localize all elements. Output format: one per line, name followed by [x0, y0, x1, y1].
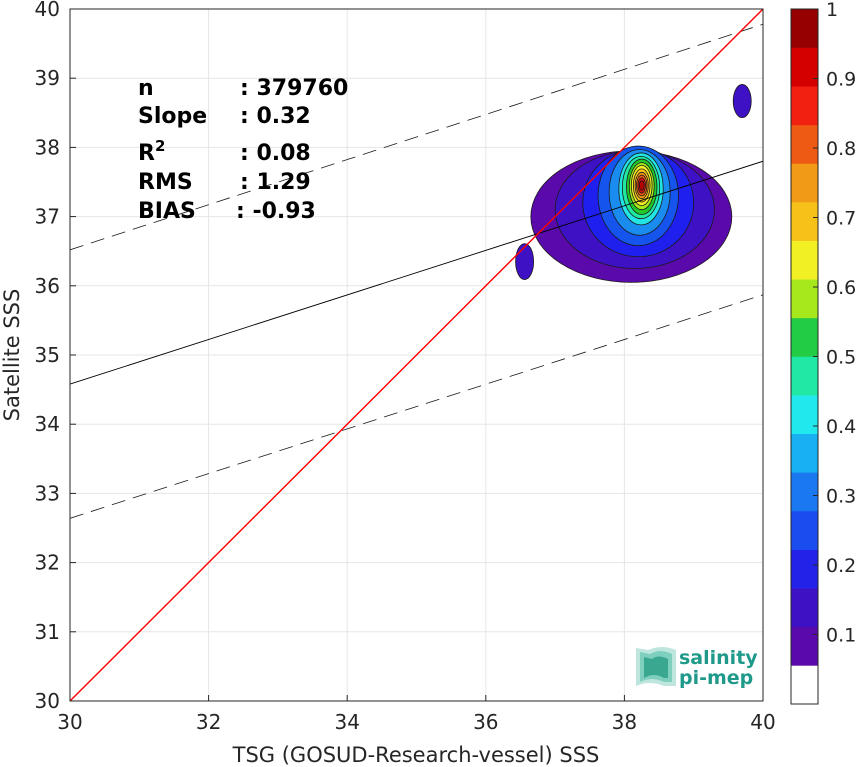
colorbar-segment: [791, 86, 818, 126]
x-tick-label: 36: [473, 710, 498, 734]
colorbar-segment: [791, 665, 818, 705]
y-axis-label: Satellite SSS: [0, 289, 24, 422]
logo-text-line2: pi-mep: [679, 667, 753, 689]
y-tick-label: 33: [35, 481, 60, 505]
colorbar-tick-label: 0.8: [826, 138, 856, 160]
colorbar-segment: [791, 472, 818, 512]
salinity-pi-mep-logo: salinity pi-mep: [636, 647, 758, 689]
density-contour-14: [638, 180, 645, 191]
y-tick-label: 30: [35, 689, 60, 713]
density-island-1: [732, 84, 752, 119]
y-tick-label: 36: [35, 274, 60, 298]
stat-value-r2: : 0.08: [240, 141, 311, 166]
colorbar-tick-label: 0.4: [826, 416, 856, 438]
colorbar-tick-label: 0.3: [826, 486, 856, 508]
upper-bound-line: [70, 23, 763, 251]
stat-label-rms: RMS: [138, 170, 193, 195]
colorbar: 0.1 0.2 0.3 0.4 0.5 0.6 0.7 0.8 0.9 1: [790, 0, 856, 705]
x-tick-label: 30: [57, 710, 82, 734]
colorbar-tick-label: 0.7: [826, 208, 856, 230]
regression-lines: [70, 9, 763, 701]
colorbar-segment: [791, 163, 818, 203]
colorbar-segment: [791, 47, 818, 87]
colorbar-tick-label: 0.2: [826, 555, 856, 577]
colorbar-segment: [791, 9, 818, 48]
y-tick-label: 38: [35, 135, 60, 159]
y-tick-label: 37: [35, 205, 60, 229]
colorbar-tick-label: 0.5: [826, 347, 856, 369]
colorbar-segment: [791, 549, 818, 589]
fit-line: [70, 160, 763, 385]
colorbar-segment: [791, 433, 818, 473]
density-contours: [515, 84, 752, 283]
colorbar-tick-label: 0.9: [826, 69, 856, 91]
colorbar-segment: [791, 240, 818, 280]
colorbar-segment: [791, 124, 818, 164]
colorbar-segment: [791, 510, 818, 550]
colorbar-segment: [791, 395, 818, 435]
x-tick-label: 34: [334, 710, 359, 734]
stat-label-n: n: [138, 76, 154, 101]
y-tick-label: 31: [35, 620, 60, 644]
x-axis-label: TSG (GOSUD-Research-vessel) SSS: [232, 743, 600, 767]
colorbar-tick-label: 1: [826, 0, 838, 21]
x-tick-label: 40: [750, 710, 775, 734]
colorbar-segment: [791, 588, 818, 628]
y-tick-label: 40: [35, 0, 60, 21]
density-island-0: [515, 243, 535, 280]
stat-value-n: : 379760: [240, 76, 348, 101]
colorbar-segment: [791, 279, 818, 319]
y-tick-label: 35: [35, 343, 60, 367]
logo-text-line1: salinity: [679, 647, 758, 669]
colorbar-tick-label: 0.1: [826, 625, 856, 647]
axis-ticks: 30 32 34 36 38 40 30 31 32 33 34 35 36 37 38 39 40: [35, 0, 776, 734]
grid: [69, 8, 764, 702]
y-tick-label: 39: [35, 66, 60, 90]
stat-value-slope: : 0.32: [240, 104, 311, 129]
colorbar-tick-label: 0.6: [826, 277, 856, 299]
logo-waves-icon: [636, 647, 676, 686]
y-tick-label: 32: [35, 551, 60, 575]
stat-value-bias: : -0.93: [236, 199, 316, 224]
colorbar-segment: [791, 317, 818, 357]
colorbar-segment: [791, 626, 818, 666]
identity-line: [70, 9, 763, 701]
x-tick-label: 32: [196, 710, 221, 734]
lower-bound-line: [70, 294, 763, 519]
stat-label-slope: Slope: [138, 104, 207, 129]
stat-label-bias: BIAS: [138, 199, 196, 224]
y-tick-label: 34: [35, 412, 60, 436]
colorbar-segment: [791, 356, 818, 396]
stat-value-rms: : 1.29: [240, 170, 311, 195]
colorbar-segment: [791, 202, 818, 241]
x-tick-label: 38: [612, 710, 637, 734]
